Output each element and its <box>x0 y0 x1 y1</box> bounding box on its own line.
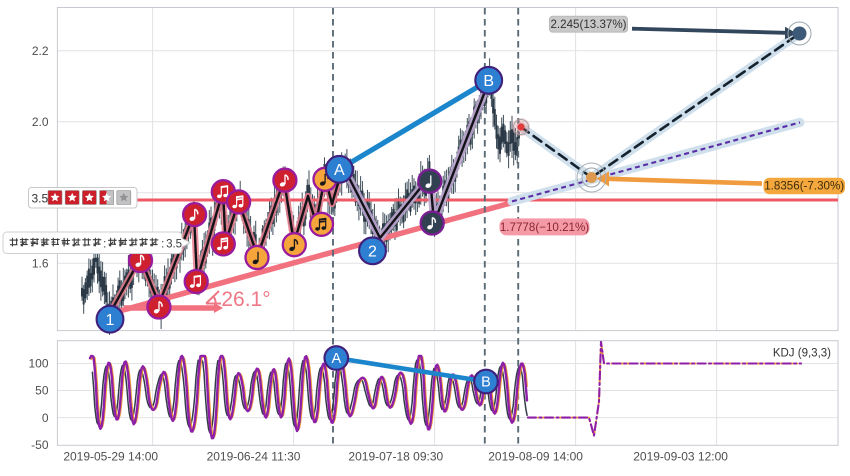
svg-text:B: B <box>483 73 494 90</box>
svg-text:2019-07-18 09:30: 2019-07-18 09:30 <box>348 450 443 464</box>
svg-text:KDJ (9,3,3): KDJ (9,3,3) <box>773 348 831 360</box>
svg-text:2.0: 2.0 <box>32 115 49 129</box>
svg-text:26.1°: 26.1° <box>221 288 270 311</box>
svg-text:2019-09-03 12:00: 2019-09-03 12:00 <box>633 450 728 464</box>
svg-text:A: A <box>334 162 345 179</box>
svg-text:100: 100 <box>28 357 48 371</box>
svg-text:2.245(13.37%): 2.245(13.37%) <box>550 18 626 31</box>
svg-text:A: A <box>331 351 341 367</box>
svg-text:2019-06-24 11:30: 2019-06-24 11:30 <box>207 450 301 464</box>
svg-text:1.8356(-7.30%): 1.8356(-7.30%) <box>764 180 844 193</box>
svg-text:1.6: 1.6 <box>32 256 49 270</box>
svg-text:-50: -50 <box>31 438 49 452</box>
svg-text:0: 0 <box>42 411 49 425</box>
svg-text:2019-05-29 14:00: 2019-05-29 14:00 <box>63 450 158 464</box>
svg-text:B: B <box>481 375 491 391</box>
svg-text:3.5: 3.5 <box>166 238 182 250</box>
svg-text:2: 2 <box>368 244 377 261</box>
svg-text::: : <box>161 238 164 250</box>
svg-text:2.2: 2.2 <box>32 44 49 58</box>
svg-text:1.7778(−10.21%): 1.7778(−10.21%) <box>500 221 589 234</box>
svg-text:3.5: 3.5 <box>32 191 49 205</box>
svg-text::: : <box>103 238 106 250</box>
svg-text:2019-08-09 14:00: 2019-08-09 14:00 <box>488 450 583 464</box>
svg-text:1: 1 <box>106 312 115 329</box>
svg-text:50: 50 <box>35 384 49 398</box>
